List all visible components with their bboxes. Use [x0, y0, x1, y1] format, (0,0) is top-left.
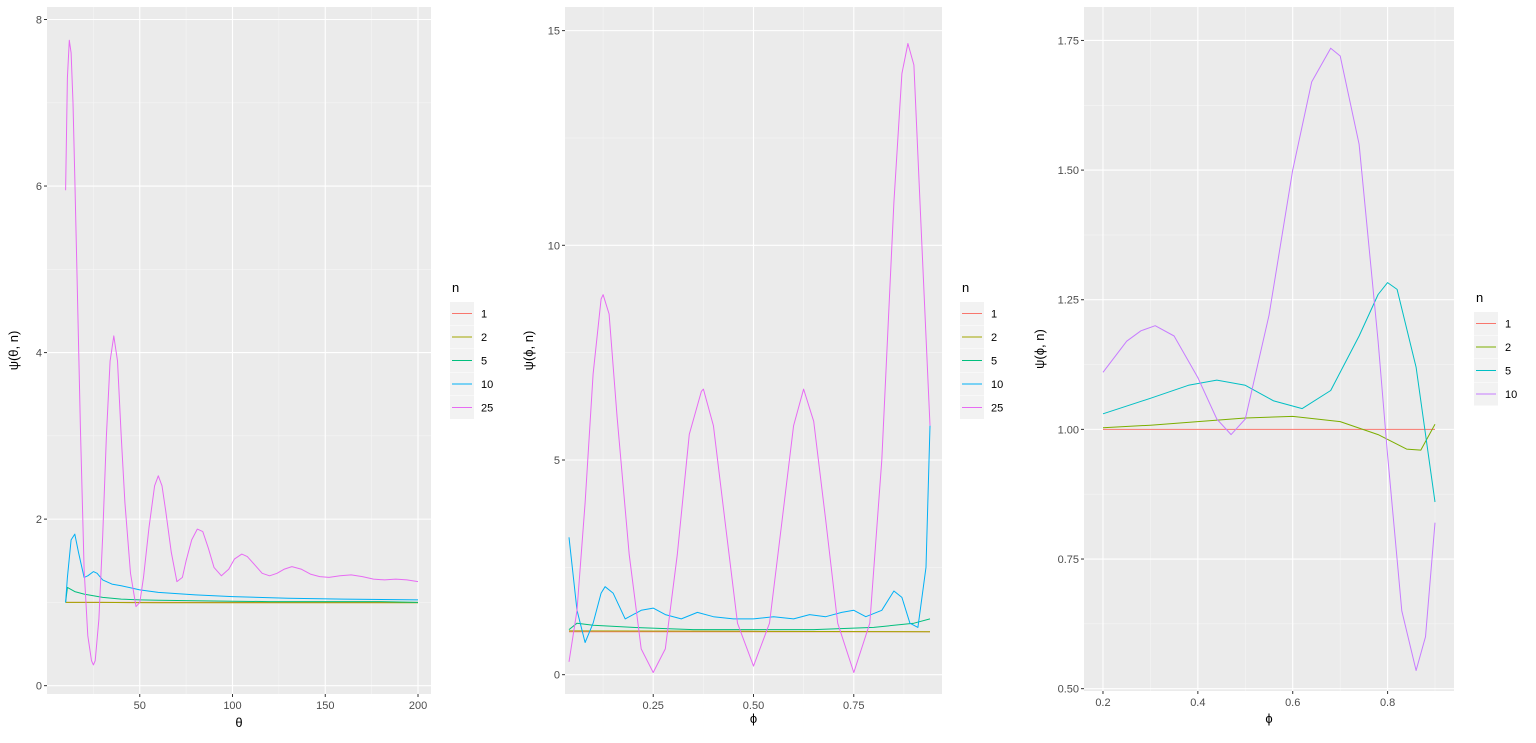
legend-label: 2 [481, 332, 487, 344]
legend-label: 5 [1505, 366, 1511, 378]
legend-label: 1 [991, 309, 997, 321]
legend-label: 10 [991, 379, 1003, 391]
chart-panel-3: 0.2 0.4 0.6 0.8 0.50 0.75 1.00 1.25 1.50 1.75 ϕ ψ(ϕ… [1032, 7, 1517, 726]
legend-label: 5 [481, 356, 487, 368]
legend-title: n [1476, 290, 1483, 305]
x-tick-label: 200 [409, 700, 427, 712]
legend-label: 1 [481, 309, 487, 321]
y-tick-label: 1.00 [1058, 424, 1079, 436]
x-tick-label: 0.25 [643, 700, 664, 712]
legend-label: 1 [1505, 319, 1511, 331]
legend-label: 10 [1505, 389, 1517, 401]
plot-background [47, 7, 431, 694]
y-tick-label: 0.50 [1058, 684, 1079, 696]
y-tick-label: 0.75 [1058, 554, 1079, 566]
legend: n 1 2 5 10 [1474, 290, 1517, 406]
y-tick-label: 0 [554, 670, 560, 682]
legend-label: 10 [481, 379, 493, 391]
x-tick-label: 100 [223, 700, 241, 712]
x-axis-title: θ [235, 715, 242, 730]
y-axis-title: ψ(θ, n) [6, 331, 21, 371]
y-tick-label: 5 [554, 455, 560, 467]
legend-label: 2 [1505, 342, 1511, 354]
y-axis-title: ψ(ϕ, n) [521, 331, 536, 371]
x-tick-label: 0.2 [1095, 697, 1110, 709]
y-tick-label: 0 [36, 681, 42, 693]
y-tick-label: 1.50 [1058, 165, 1079, 177]
y-tick-label: 6 [36, 181, 42, 193]
x-tick-label: 150 [316, 700, 334, 712]
x-tick-label: 0.75 [843, 700, 864, 712]
y-tick-label: 1.75 [1058, 35, 1079, 47]
legend-label: 5 [991, 356, 997, 368]
plot-background [1084, 7, 1454, 691]
x-tick-label: 0.6 [1285, 697, 1300, 709]
y-tick-label: 1.25 [1058, 295, 1079, 307]
y-tick-label: 2 [36, 514, 42, 526]
legend-label: 2 [991, 332, 997, 344]
y-tick-label: 4 [36, 348, 42, 360]
y-tick-label: 10 [548, 240, 560, 252]
legend-title: n [452, 280, 459, 295]
y-tick-label: 15 [548, 26, 560, 38]
x-axis-title: ϕ [1265, 711, 1272, 726]
x-tick-label: 50 [134, 700, 146, 712]
legend-label: 25 [481, 403, 493, 415]
y-axis-title: ψ(ϕ, n) [1032, 329, 1047, 369]
y-tick-label: 8 [36, 14, 42, 26]
x-axis-title: ϕ [750, 711, 757, 726]
legend-label: 25 [991, 403, 1003, 415]
x-tick-label: 0.4 [1190, 697, 1205, 709]
x-tick-label: 0.8 [1380, 697, 1395, 709]
legend-title: n [962, 280, 969, 295]
